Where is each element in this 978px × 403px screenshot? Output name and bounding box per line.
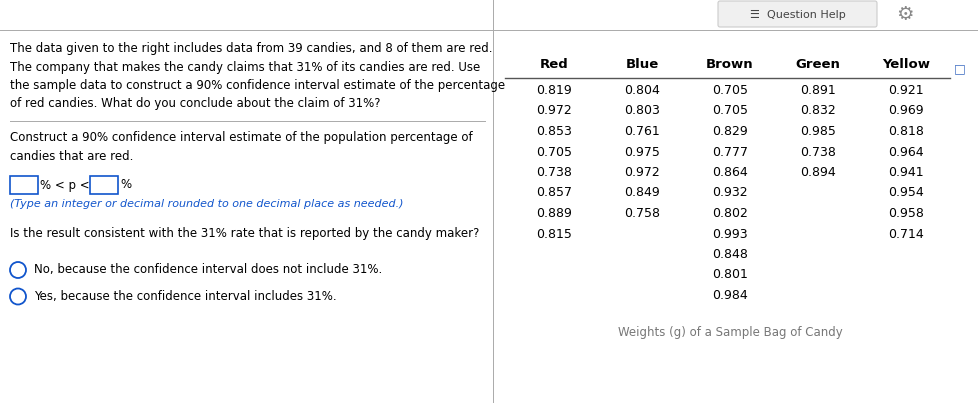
Text: No, because the confidence interval does not include 31%.: No, because the confidence interval does… [34, 264, 381, 276]
Text: 0.921: 0.921 [887, 84, 923, 97]
Text: 0.804: 0.804 [623, 84, 659, 97]
Text: 0.864: 0.864 [711, 166, 747, 179]
Text: 0.853: 0.853 [536, 125, 571, 138]
Text: 0.954: 0.954 [887, 187, 923, 199]
Text: Yes, because the confidence interval includes 31%.: Yes, because the confidence interval inc… [34, 290, 336, 303]
Text: 0.705: 0.705 [535, 145, 571, 158]
Text: % < p <: % < p < [40, 179, 90, 191]
Text: 0.829: 0.829 [711, 125, 747, 138]
Text: 0.738: 0.738 [536, 166, 571, 179]
Text: 0.849: 0.849 [624, 187, 659, 199]
Text: The data given to the right includes data from 39 candies, and 8 of them are red: The data given to the right includes dat… [10, 42, 492, 55]
Text: ⚙: ⚙ [895, 5, 912, 24]
Text: 0.984: 0.984 [711, 289, 747, 302]
Text: the sample data to construct a 90% confidence interval estimate of the percentag: the sample data to construct a 90% confi… [10, 79, 505, 92]
Text: 0.891: 0.891 [799, 84, 835, 97]
Text: 0.714: 0.714 [887, 228, 923, 241]
Text: 0.969: 0.969 [887, 104, 923, 118]
Text: 0.972: 0.972 [624, 166, 659, 179]
Text: 0.801: 0.801 [711, 268, 747, 282]
FancyBboxPatch shape [717, 1, 876, 27]
Text: 0.889: 0.889 [536, 207, 571, 220]
Text: 0.932: 0.932 [711, 187, 747, 199]
Text: Is the result consistent with the 31% rate that is reported by the candy maker?: Is the result consistent with the 31% ra… [10, 228, 479, 241]
Text: □: □ [953, 62, 964, 75]
Bar [10, 176, 38, 194]
Text: Green: Green [795, 58, 839, 71]
Text: 0.802: 0.802 [711, 207, 747, 220]
Text: Weights (g) of a Sample Bag of Candy: Weights (g) of a Sample Bag of Candy [617, 326, 841, 339]
Text: 0.738: 0.738 [799, 145, 835, 158]
Text: 0.705: 0.705 [711, 104, 747, 118]
Text: (Type an integer or decimal rounded to one decimal place as needed.): (Type an integer or decimal rounded to o… [10, 199, 403, 209]
Text: Blue: Blue [625, 58, 658, 71]
Text: 0.819: 0.819 [536, 84, 571, 97]
Text: 0.832: 0.832 [799, 104, 835, 118]
Text: 0.815: 0.815 [536, 228, 571, 241]
Text: The company that makes the candy claims that 31% of its candies are red. Use: The company that makes the candy claims … [10, 60, 480, 73]
Text: 0.848: 0.848 [711, 248, 747, 261]
Text: 0.941: 0.941 [887, 166, 923, 179]
Text: Construct a 90% confidence interval estimate of the population percentage of: Construct a 90% confidence interval esti… [10, 131, 472, 144]
Text: 0.894: 0.894 [799, 166, 835, 179]
Text: 0.993: 0.993 [711, 228, 747, 241]
Text: %: % [120, 179, 131, 191]
Text: 0.818: 0.818 [887, 125, 923, 138]
Text: 0.964: 0.964 [887, 145, 923, 158]
Text: 0.958: 0.958 [887, 207, 923, 220]
Text: Brown: Brown [705, 58, 753, 71]
Text: Red: Red [539, 58, 568, 71]
Text: 0.758: 0.758 [623, 207, 659, 220]
Text: of red candies. What do you conclude about the claim of 31%?: of red candies. What do you conclude abo… [10, 98, 380, 110]
Text: 0.857: 0.857 [535, 187, 571, 199]
Text: 0.972: 0.972 [536, 104, 571, 118]
Text: Yellow: Yellow [881, 58, 929, 71]
Text: 0.803: 0.803 [623, 104, 659, 118]
Text: 0.975: 0.975 [623, 145, 659, 158]
Text: 0.777: 0.777 [711, 145, 747, 158]
Text: 0.705: 0.705 [711, 84, 747, 97]
Text: 0.985: 0.985 [799, 125, 835, 138]
Text: candies that are red.: candies that are red. [10, 150, 133, 162]
Text: 0.761: 0.761 [624, 125, 659, 138]
Bar [90, 176, 118, 194]
Text: ☰  Question Help: ☰ Question Help [749, 10, 845, 19]
